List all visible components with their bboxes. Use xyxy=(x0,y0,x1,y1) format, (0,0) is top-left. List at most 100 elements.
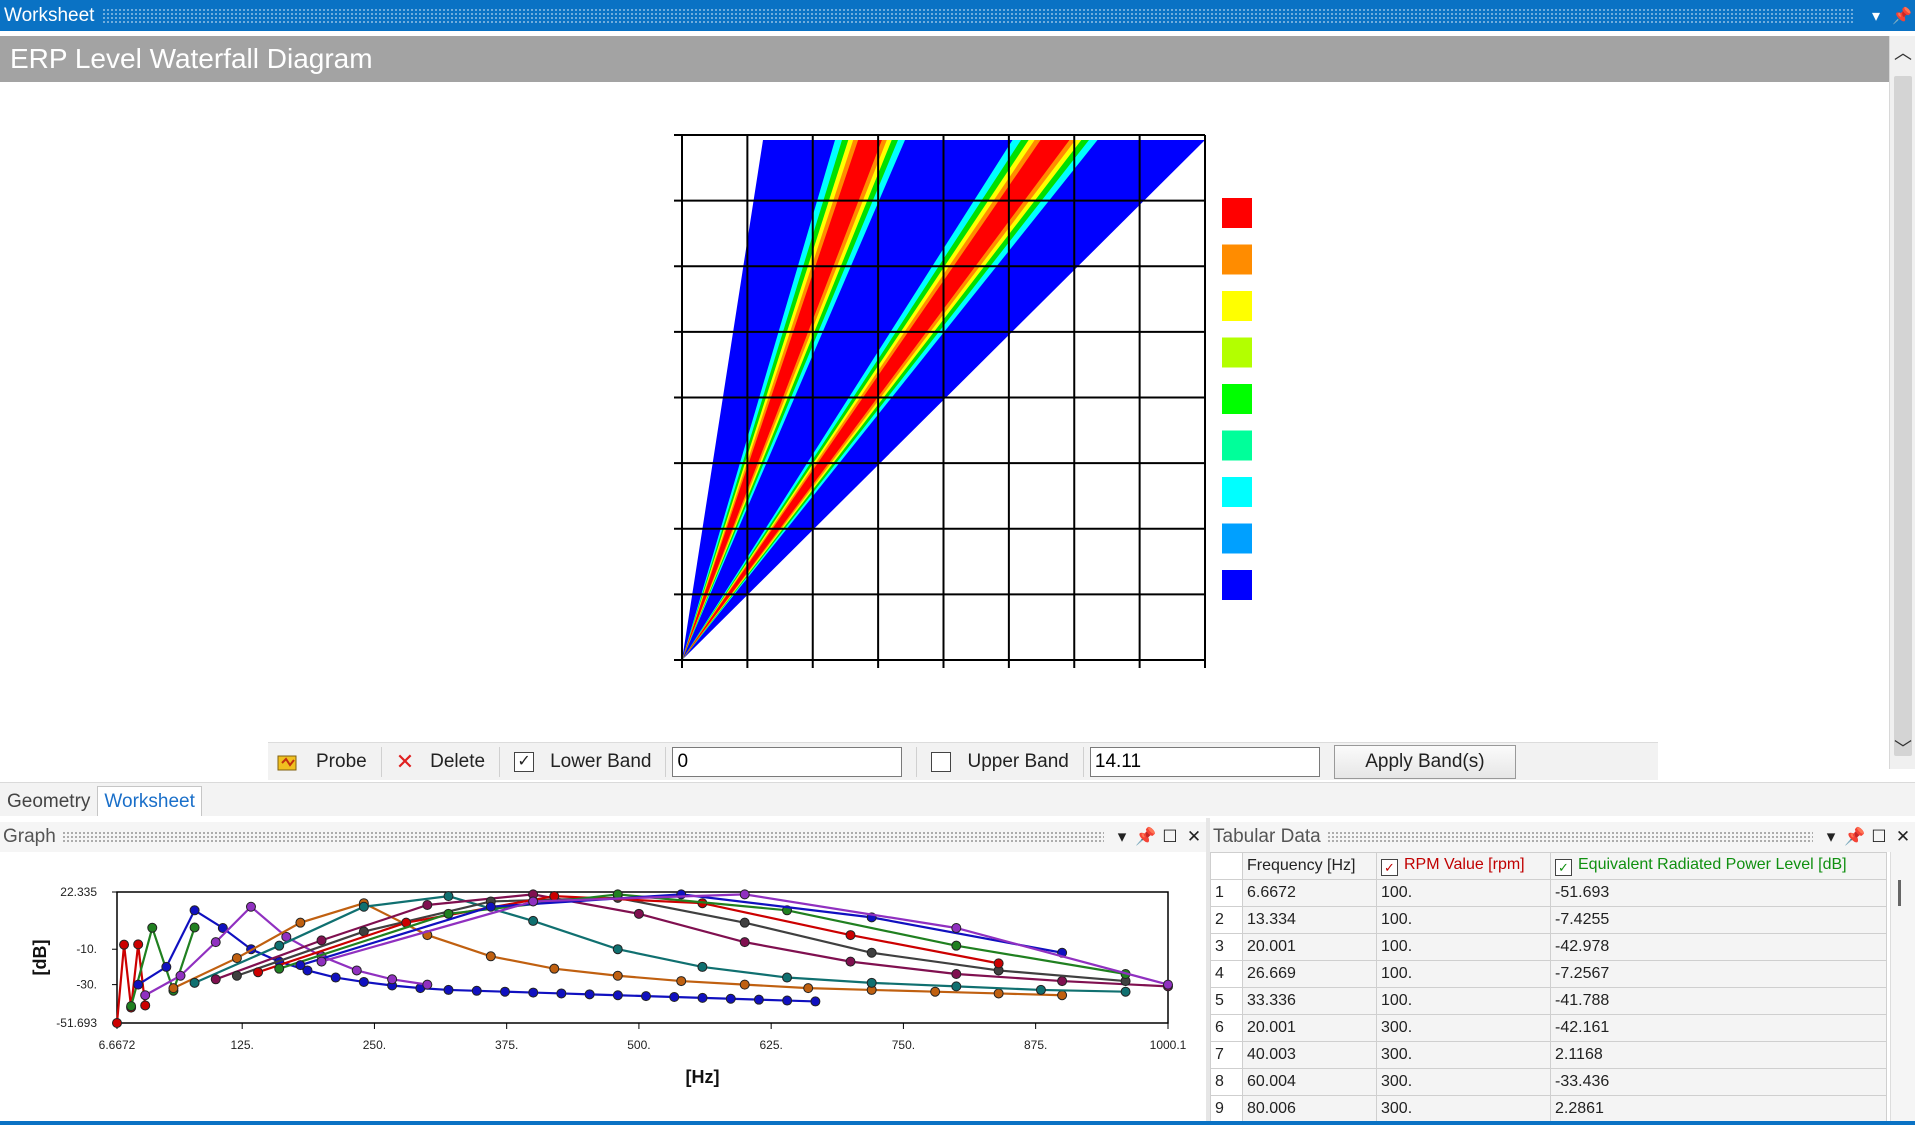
pin-icon[interactable]: 📌 xyxy=(1892,7,1912,25)
data-point xyxy=(330,972,341,983)
waterfall-band-1-3 xyxy=(682,140,1076,660)
row-index: 5 xyxy=(1210,987,1243,1015)
waterfall-diagram[interactable] xyxy=(660,120,1260,720)
waterfall-band-1-1 xyxy=(682,140,1089,660)
probe-button[interactable] xyxy=(268,751,308,773)
cell-rpm: 300. xyxy=(1376,1095,1551,1123)
data-point xyxy=(295,960,306,971)
lower-band-checkbox[interactable]: ✓ xyxy=(514,751,535,772)
graph-pane-header: Graph ▾ 📌 ☐ ✕ xyxy=(0,822,1206,852)
lower-band-input[interactable] xyxy=(672,746,903,777)
table-row[interactable]: 3 20.001 100. -42.978 xyxy=(1210,933,1887,961)
dropdown-icon[interactable]: ▾ xyxy=(1871,7,1881,25)
worksheet-scrollbar[interactable]: ︿ ﹀ xyxy=(1889,36,1915,769)
toolbar-separator xyxy=(499,746,501,777)
cell-frequency: 80.006 xyxy=(1242,1095,1377,1123)
legend-swatch xyxy=(1222,244,1252,275)
probe-label[interactable]: Probe xyxy=(316,750,367,772)
apply-bands-button[interactable]: Apply Band(s) xyxy=(1333,744,1516,779)
delete-button[interactable]: ✕ xyxy=(388,749,422,775)
erp-column-checkbox[interactable]: ✓ xyxy=(1555,859,1572,876)
row-index: 8 xyxy=(1210,1068,1243,1096)
tabular-pane-header: Tabular Data ▾ 📌 ☐ ✕ xyxy=(1210,822,1915,852)
rpm-column-checkbox[interactable]: ✓ xyxy=(1381,859,1398,876)
waterfall-band-0-2 xyxy=(682,140,892,660)
data-point xyxy=(126,1001,137,1012)
close-icon[interactable]: ✕ xyxy=(1186,827,1202,846)
data-point xyxy=(1163,979,1173,990)
table-scroll-thumb[interactable] xyxy=(1898,880,1901,906)
delete-icon: ✕ xyxy=(395,748,415,774)
maximize-icon[interactable]: ☐ xyxy=(1871,827,1887,846)
series-line xyxy=(215,893,1169,988)
data-point xyxy=(739,937,750,948)
column-header-erp[interactable]: ✓ Equivalent Radiated Power Level [dB] xyxy=(1550,852,1887,880)
data-point xyxy=(443,908,454,919)
erp-graph[interactable]: 6.6672 125. 250. 375. 500. 625. 750. 875. 1000.1… xyxy=(0,852,1206,1125)
legend-swatch xyxy=(1222,477,1252,507)
cell-erp: -42.978 xyxy=(1550,933,1887,961)
upper-band-input[interactable] xyxy=(1089,746,1320,777)
data-point xyxy=(295,917,306,928)
delete-label[interactable]: Delete xyxy=(430,750,486,772)
x-tick-label: 375. xyxy=(495,1038,518,1052)
y-axis-label: [dB] xyxy=(30,940,50,976)
data-point xyxy=(274,963,285,974)
data-point xyxy=(993,988,1004,999)
table-row[interactable]: 7 40.003 300. 2.1168 xyxy=(1210,1041,1887,1069)
data-point xyxy=(189,905,200,916)
data-point xyxy=(782,995,793,1006)
pin-icon[interactable]: 📌 xyxy=(1844,827,1866,846)
tab-geometry[interactable]: Geometry xyxy=(7,791,91,812)
table-row[interactable]: 8 60.004 300. -33.436 xyxy=(1210,1068,1887,1096)
data-point xyxy=(210,974,221,985)
maximize-icon[interactable]: ☐ xyxy=(1162,827,1178,846)
pin-icon[interactable]: 📌 xyxy=(1135,827,1157,846)
data-point xyxy=(210,937,221,948)
scroll-up-icon[interactable]: ︿ xyxy=(1894,43,1912,63)
pane-splitter[interactable] xyxy=(1206,818,1210,1125)
y-tick-label: 22.335 xyxy=(60,885,97,899)
table-row[interactable]: 4 26.669 100. -7.2567 xyxy=(1210,960,1887,988)
column-header-rpm[interactable]: ✓ RPM Value [rpm] xyxy=(1376,852,1551,880)
graph-pane-title: Graph xyxy=(3,826,56,847)
waterfall-band-0-0 xyxy=(682,140,905,660)
y-tick-label: -51.693 xyxy=(56,1016,97,1030)
x-tick-label: 875. xyxy=(1024,1038,1047,1052)
series-line xyxy=(130,923,196,1007)
table-row[interactable]: 6 20.001 300. -42.161 xyxy=(1210,1014,1887,1042)
legend-swatch xyxy=(1222,384,1252,414)
table-row[interactable]: 2 13.334 100. -7.4255 xyxy=(1210,906,1887,934)
data-point xyxy=(676,976,687,987)
table-row[interactable]: 5 33.336 100. -41.788 xyxy=(1210,987,1887,1015)
data-point xyxy=(140,990,151,1001)
erp-header-label: Equivalent Radiated Power Level [dB] xyxy=(1578,856,1847,873)
window-bottom-border xyxy=(0,1121,1915,1125)
dropdown-icon[interactable]: ▾ xyxy=(1826,827,1836,846)
upper-band-checkbox[interactable] xyxy=(931,751,952,772)
close-icon[interactable]: ✕ xyxy=(1895,827,1911,846)
scroll-down-icon[interactable]: ﹀ xyxy=(1894,739,1912,759)
x-tick-label: 250. xyxy=(363,1038,386,1052)
data-point xyxy=(549,963,560,974)
dropdown-icon[interactable]: ▾ xyxy=(1117,827,1127,846)
table-row[interactable]: 9 80.006 300. 2.2861 xyxy=(1210,1095,1887,1123)
column-header-frequency[interactable]: Frequency [Hz] xyxy=(1242,852,1377,880)
data-point xyxy=(612,990,623,1001)
data-point xyxy=(845,930,856,941)
table-scrollbar[interactable] xyxy=(1890,852,1915,1125)
data-point xyxy=(302,965,313,976)
data-point xyxy=(951,940,962,951)
row-index: 6 xyxy=(1210,1014,1243,1042)
table-row[interactable]: 1 6.6672 100. -51.693 xyxy=(1210,879,1887,907)
data-point xyxy=(147,922,158,933)
tab-worksheet[interactable]: Worksheet xyxy=(97,786,202,816)
scroll-thumb[interactable] xyxy=(1894,76,1912,756)
upper-band-label: Upper Band xyxy=(967,750,1069,772)
x-tick-label: 125. xyxy=(231,1038,254,1052)
data-point xyxy=(358,976,369,987)
data-point xyxy=(387,974,398,985)
cell-erp: 2.1168 xyxy=(1550,1041,1887,1069)
data-point xyxy=(612,970,623,981)
row-index: 3 xyxy=(1210,933,1243,961)
